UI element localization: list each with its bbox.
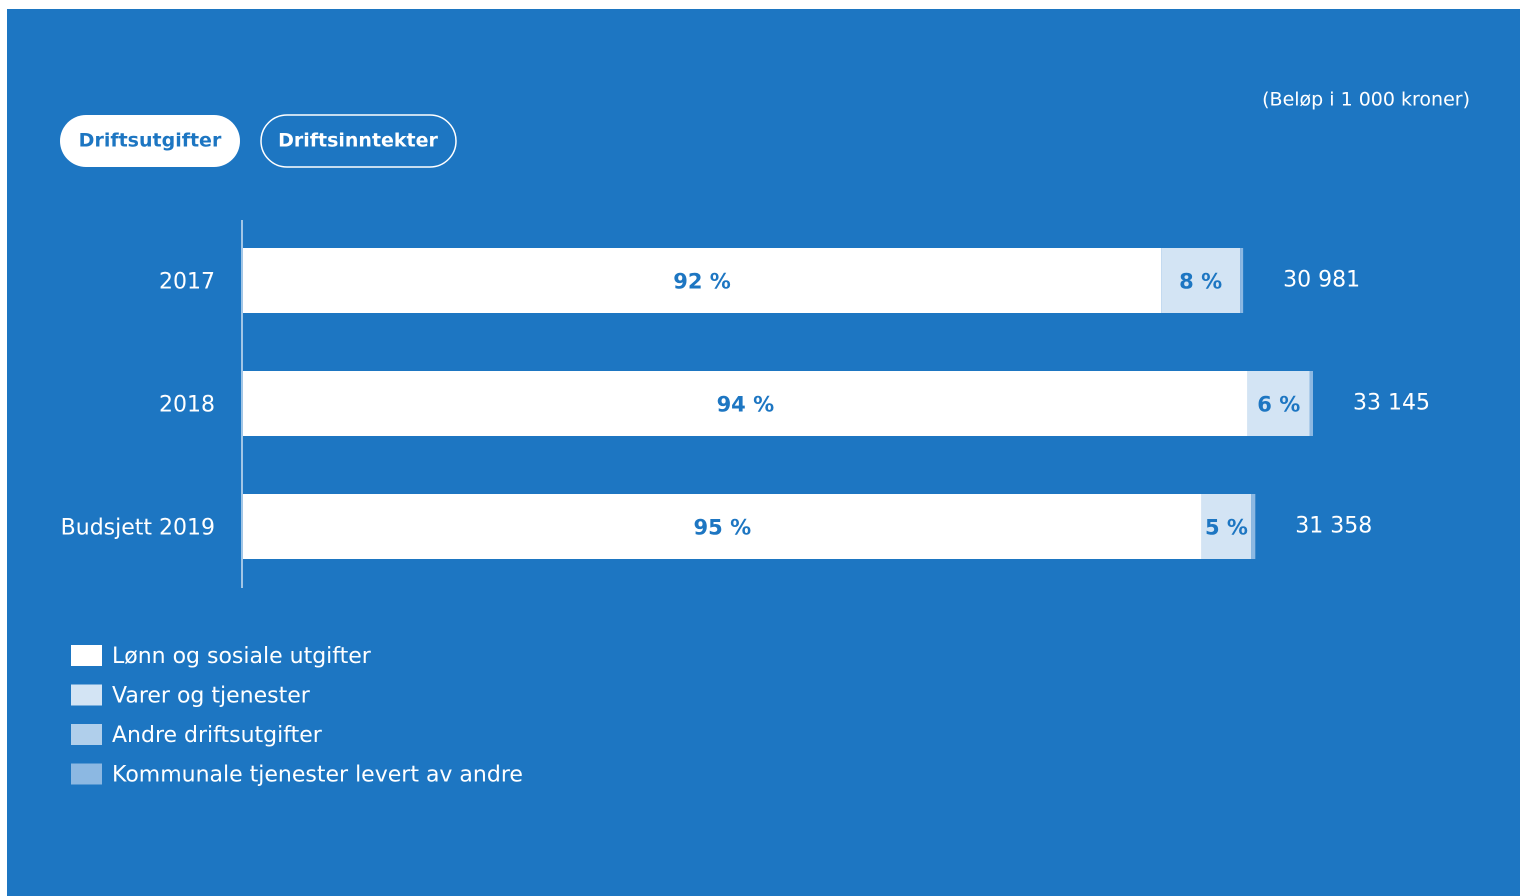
total-label: 30 981 — [1283, 268, 1360, 293]
legend-swatch — [71, 724, 102, 745]
note: (Beløp i 1 000 kroner) — [1262, 89, 1470, 111]
value-label: 92 % — [673, 270, 731, 294]
bar-segment — [243, 248, 1162, 313]
legend-label: Lønn og sosiale utgifter — [112, 644, 372, 669]
tab[interactable] — [260, 114, 457, 168]
value-label: 94 % — [717, 393, 775, 417]
bar-segment — [1309, 371, 1313, 436]
legend-swatch — [71, 684, 102, 706]
legend-label: Varer og tjenester — [112, 684, 311, 709]
bar-segment — [1201, 494, 1252, 559]
tab-label[interactable]: Driftsutgifter — [79, 130, 222, 152]
value-label: 5 % — [1205, 516, 1248, 540]
bar-segment — [1161, 248, 1241, 313]
category-label: Budsjett 2019 — [61, 516, 215, 541]
bar-segment — [243, 494, 1202, 559]
category-label: 2017 — [159, 270, 215, 295]
total-label: 33 145 — [1353, 391, 1430, 416]
bar-segment — [243, 371, 1248, 436]
legend-swatch — [71, 763, 102, 785]
value-label: 8 % — [1179, 270, 1222, 294]
value-label: 6 % — [1257, 393, 1300, 417]
tab-label[interactable]: Driftsinntekter — [278, 130, 438, 152]
background — [7, 9, 1520, 896]
category-label: 2018 — [159, 393, 215, 418]
value-label: 95 % — [694, 516, 752, 540]
legend-label: Kommunale tjenester levert av andre — [112, 763, 523, 788]
legend-swatch — [71, 645, 102, 666]
legend-label: Andre driftsutgifter — [112, 723, 323, 748]
bar-segment — [1247, 371, 1310, 436]
tab-active[interactable] — [60, 115, 240, 167]
total-label: 31 358 — [1295, 514, 1372, 539]
bar-segment — [1240, 248, 1244, 313]
bar-segment — [1251, 494, 1256, 559]
